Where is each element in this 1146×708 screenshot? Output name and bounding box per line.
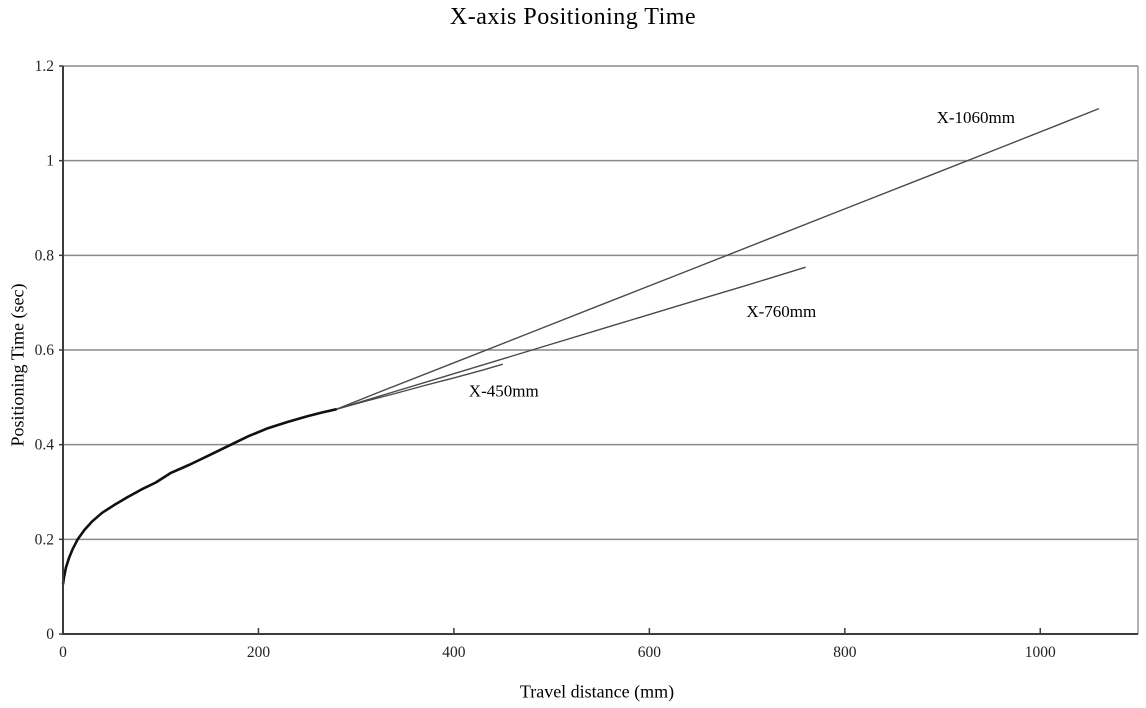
- x-tick-label-400: 400: [442, 644, 466, 661]
- series-line-x760: [62, 266, 806, 585]
- series-line-x1060: [62, 107, 1100, 585]
- series-line-x450: [62, 363, 503, 585]
- x-tick-label-600: 600: [638, 644, 662, 661]
- chart-title: X-axis Positioning Time: [449, 4, 697, 30]
- x-axis-title: Travel distance (mm): [519, 681, 675, 702]
- y-tick-label-0.8: 0.8: [35, 247, 55, 264]
- x-tick-label-1000: 1000: [1025, 644, 1056, 661]
- y-tick-label-0.4: 0.4: [35, 437, 55, 454]
- y-tick-label-1.2: 1.2: [35, 58, 54, 75]
- y-tick-label-0.6: 0.6: [35, 342, 55, 359]
- x-tick-label-200: 200: [247, 644, 271, 661]
- y-tick-label-1: 1: [46, 153, 54, 170]
- series-label-x1060: X-1060mm: [937, 108, 1015, 127]
- y-tick-label-0: 0: [46, 626, 54, 643]
- y-tick-label-0.2: 0.2: [35, 531, 54, 548]
- x-tick-label-800: 800: [833, 644, 857, 661]
- series-label-x450: X-450mm: [469, 382, 539, 401]
- series-line-common: [61, 407, 337, 585]
- x-tick-label-0: 0: [59, 644, 67, 661]
- series-label-x760: X-760mm: [746, 302, 816, 321]
